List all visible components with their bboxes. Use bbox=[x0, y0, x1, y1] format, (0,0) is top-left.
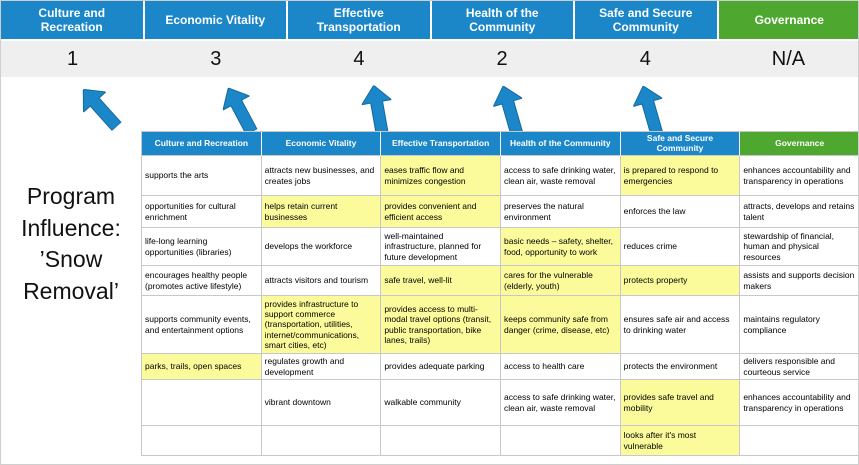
matrix-cell-r6-c1: parks, trails, open spaces bbox=[142, 354, 262, 380]
matrix-cell-r7-c4: access to safe drinking water, clean air… bbox=[500, 380, 621, 426]
matrix-cell-r4-c3: safe travel, well-lit bbox=[381, 266, 501, 296]
matrix-cell-r6-c4: access to health care bbox=[500, 354, 621, 380]
matrix-cell-r1-c3: eases traffic flow and minimizes congest… bbox=[381, 156, 501, 196]
score-row: 1 3 4 2 4 N/A bbox=[1, 41, 858, 77]
matrix-cell-r4-c1: encourages healthy people (promotes acti… bbox=[142, 266, 262, 296]
matrix-cell-r5-c4: keeps community safe from danger (crime,… bbox=[500, 296, 621, 354]
up-arrow-icon-4 bbox=[489, 82, 532, 138]
up-arrow-icon-3 bbox=[359, 83, 397, 137]
matrix-cell-r1-c2: attracts new businesses, and creates job… bbox=[261, 156, 382, 196]
matrix-cell-r4-c6: assists and supports decision makers bbox=[740, 266, 858, 296]
header-governance: Governance bbox=[718, 1, 858, 39]
matrix-cell-r1-c5: is prepared to respond to emergencies bbox=[620, 156, 741, 196]
matrix-cell-r3-c3: well-maintained infrastructure, planned … bbox=[381, 228, 501, 266]
score-culture-and-recreation: 1 bbox=[67, 47, 79, 70]
matrix-header-effective-transportation: Effective Transportation bbox=[381, 132, 501, 156]
influence-matrix-table: Culture and Recreation Economic Vitality… bbox=[141, 131, 858, 456]
matrix-header-safe-and-secure-community: Safe and Secure Community bbox=[620, 132, 741, 156]
matrix-cell-r2-c5: enforces the law bbox=[620, 196, 741, 228]
matrix-cell-r7-c1 bbox=[142, 380, 262, 426]
matrix-cell-r4-c4: cares for the vulnerable (elderly, youth… bbox=[500, 266, 621, 296]
score-governance: N/A bbox=[771, 47, 806, 70]
matrix-cell-r4-c2: attracts visitors and tourism bbox=[261, 266, 382, 296]
matrix-cell-r8-c2 bbox=[261, 426, 382, 456]
up-arrow-icon-5 bbox=[629, 82, 672, 138]
matrix-header-culture-and-recreation: Culture and Recreation bbox=[142, 132, 262, 156]
matrix-cell-r8-c1 bbox=[142, 426, 262, 456]
header-effective-transportation: Effective Transportation bbox=[288, 1, 432, 39]
header-economic-vitality: Economic Vitality bbox=[144, 1, 288, 39]
matrix-cell-r5-c2: provides infrastructure to support comme… bbox=[261, 296, 382, 354]
matrix-cell-r7-c3: walkable community bbox=[381, 380, 501, 426]
matrix-cell-r3-c6: stewardship of financial, human and phys… bbox=[740, 228, 858, 266]
header-culture-and-recreation: Culture and Recreation bbox=[1, 1, 145, 39]
matrix-cell-r6-c5: protects the environment bbox=[620, 354, 741, 380]
matrix-header-governance: Governance bbox=[740, 132, 858, 156]
matrix-cell-r8-c4 bbox=[500, 426, 621, 456]
matrix-cell-r6-c2: regulates growth and development bbox=[261, 354, 382, 380]
matrix-cell-r7-c2: vibrant downtown bbox=[261, 380, 382, 426]
program-influence-label: Program Influence: ’Snow Removal’ bbox=[21, 183, 121, 305]
matrix-cell-r5-c1: supports community events, and entertain… bbox=[142, 296, 262, 354]
matrix-cell-r6-c3: provides adequate parking bbox=[381, 354, 501, 380]
matrix-cell-r4-c5: protects property bbox=[620, 266, 741, 296]
matrix-cell-r1-c4: access to safe drinking water, clean air… bbox=[500, 156, 621, 196]
matrix-cell-r3-c2: develops the workforce bbox=[261, 228, 382, 266]
score-effective-transportation: 4 bbox=[353, 47, 365, 70]
matrix-cell-r5-c5: ensures safe air and access to drinking … bbox=[620, 296, 741, 354]
matrix-cell-r3-c5: reduces crime bbox=[620, 228, 741, 266]
matrix-cell-r2-c1: opportunities for cultural enrichment bbox=[142, 196, 262, 228]
score-health-of-the-community: 2 bbox=[496, 47, 508, 70]
matrix-cell-r8-c6 bbox=[740, 426, 858, 456]
matrix-cell-r2-c6: attracts, develops and retains talent bbox=[740, 196, 858, 228]
matrix-cell-r1-c1: supports the arts bbox=[142, 156, 262, 196]
matrix-cell-r2-c3: provides convenient and efficient access bbox=[381, 196, 501, 228]
matrix-cell-r5-c6: maintains regulatory compliance bbox=[740, 296, 858, 354]
matrix-cell-r5-c3: provides access to multi-modal travel op… bbox=[381, 296, 501, 354]
matrix-cell-r1-c6: enhances accountability and transparency… bbox=[740, 156, 858, 196]
header-safe-and-secure-community: Safe and Secure Community bbox=[575, 1, 719, 39]
matrix-cell-r7-c6: enhances accountability and transparency… bbox=[740, 380, 858, 426]
matrix-cell-r3-c4: basic needs – safety, shelter, food, opp… bbox=[500, 228, 621, 266]
up-arrow-icon-1 bbox=[72, 79, 128, 136]
matrix-cell-r2-c2: helps retain current businesses bbox=[261, 196, 382, 228]
matrix-header-health-of-the-community: Health of the Community bbox=[500, 132, 621, 156]
score-economic-vitality: 3 bbox=[210, 47, 222, 70]
matrix-cell-r3-c1: life-long learning opportunities (librar… bbox=[142, 228, 262, 266]
matrix-header-economic-vitality: Economic Vitality bbox=[261, 132, 382, 156]
matrix-cell-r2-c4: preserves the natural environment bbox=[500, 196, 621, 228]
matrix-cell-r8-c3 bbox=[381, 426, 501, 456]
matrix-cell-r6-c6: delivers responsible and courteous servi… bbox=[740, 354, 858, 380]
summary-header-row: Culture and Recreation Economic Vitality… bbox=[1, 1, 858, 39]
matrix-cell-r7-c5: provides safe travel and mobility bbox=[620, 380, 741, 426]
header-health-of-the-community: Health of the Community bbox=[431, 1, 575, 39]
matrix-cell-r8-c5: looks after it's most vulnerable bbox=[620, 426, 741, 456]
score-safe-and-secure-community: 4 bbox=[639, 47, 651, 70]
